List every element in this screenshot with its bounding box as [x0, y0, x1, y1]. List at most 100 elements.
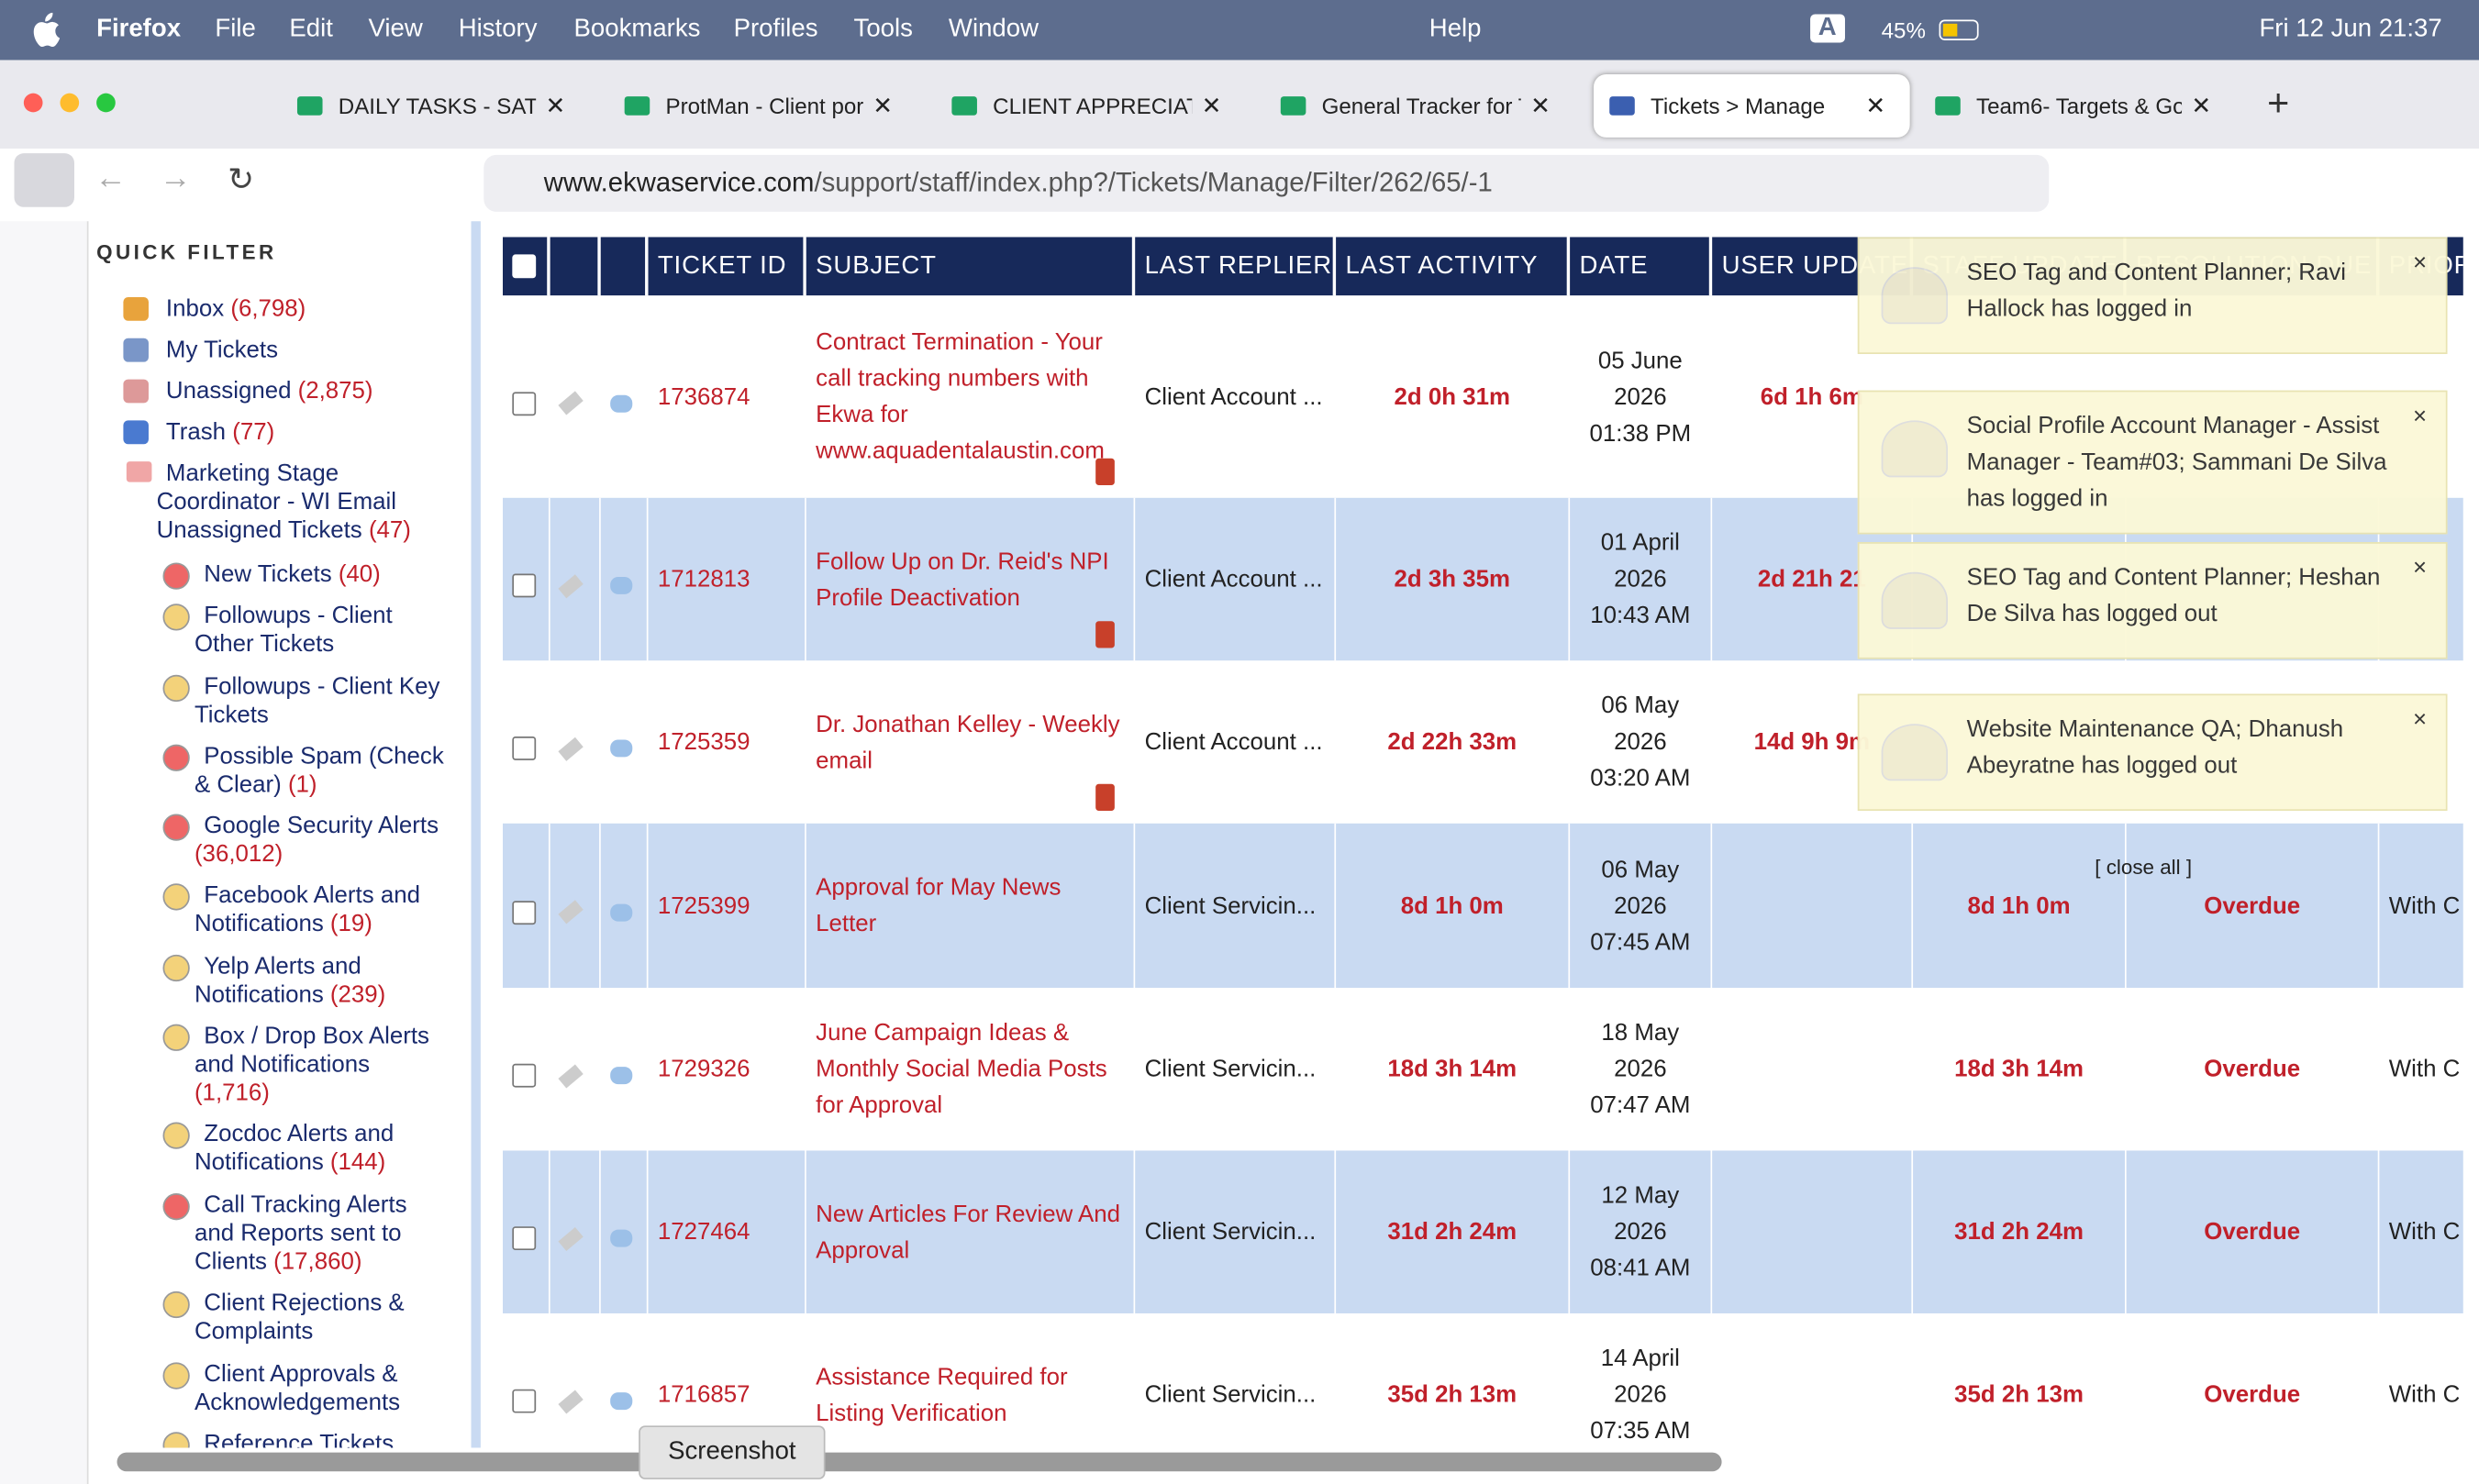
tab[interactable]: Tickets > Manage ✕: [1593, 73, 1910, 138]
filter-item[interactable]: Facebook Alerts and Notifications (19): [195, 882, 448, 939]
app-name[interactable]: Firefox: [96, 16, 182, 43]
clock[interactable]: Fri 12 Jun 21:37: [2259, 16, 2442, 43]
filter-item[interactable]: New Tickets (40): [195, 561, 448, 590]
filter-item[interactable]: Yelp Alerts and Notifications (239): [195, 953, 448, 1010]
menu-item[interactable]: History: [458, 16, 538, 43]
tab-close[interactable]: ✕: [1201, 93, 1222, 120]
row-checkbox[interactable]: [512, 900, 537, 925]
ticket-subject[interactable]: Assistance Required for Listing Verifica…: [816, 1363, 1068, 1427]
preview-icon[interactable]: [610, 903, 633, 921]
notification-close[interactable]: ×: [2413, 706, 2428, 734]
notification-close[interactable]: ×: [2413, 554, 2428, 582]
ticket-id[interactable]: 1716857: [657, 1381, 750, 1409]
ticket-subject[interactable]: Follow Up on Dr. Reid's NPI Profile Deac…: [816, 548, 1109, 612]
new-tab-button[interactable]: +: [2267, 82, 2290, 126]
preview-icon[interactable]: [610, 393, 633, 412]
column-header[interactable]: DATE: [1579, 252, 1649, 281]
filter-item[interactable]: Box / Drop Box Alerts and Notifications …: [195, 1023, 448, 1108]
filter-item[interactable]: Call Tracking Alerts and Reports sent to…: [195, 1191, 448, 1277]
column-header[interactable]: SUBJECT: [816, 252, 937, 281]
ticket-subject[interactable]: Dr. Jonathan Kelley - Weekly email: [816, 710, 1120, 774]
filter-group[interactable]: Marketing Stage Coordinator - WI Email U…: [157, 460, 450, 545]
staff-update: 8d 1h 0m: [1967, 892, 2071, 920]
filter-item[interactable]: Followups - Client Key Tickets: [195, 673, 448, 730]
edit-icon[interactable]: [558, 573, 584, 598]
preview-icon[interactable]: [610, 1067, 633, 1085]
edit-icon[interactable]: [558, 1063, 584, 1088]
filter-item[interactable]: Trash (77): [166, 419, 450, 448]
filter-item[interactable]: Client Approvals & Acknowledgements: [195, 1361, 448, 1418]
edit-icon[interactable]: [558, 1389, 584, 1413]
menu-item[interactable]: Bookmarks: [573, 16, 701, 43]
ticket-id[interactable]: 1729326: [657, 1056, 750, 1083]
filter-count: (77): [232, 418, 275, 446]
menu-item[interactable]: Window: [948, 16, 1039, 43]
column-header[interactable]: LAST REPLIER: [1144, 252, 1333, 281]
row-checkbox[interactable]: [512, 1226, 537, 1251]
menu-item[interactable]: Tools: [853, 16, 913, 43]
column-header[interactable]: LAST ACTIVITY: [1345, 252, 1539, 281]
filter-item[interactable]: Inbox (6,798): [166, 295, 450, 324]
row-checkbox[interactable]: [512, 736, 537, 760]
ticket-subject[interactable]: June Campaign Ideas & Monthly Social Med…: [816, 1019, 1107, 1120]
menu-item[interactable]: File: [215, 16, 256, 43]
row-checkbox[interactable]: [512, 573, 537, 598]
row-checkbox[interactable]: [512, 1389, 537, 1413]
tab-icon: [1280, 96, 1306, 116]
forward-button[interactable]: →: [160, 161, 192, 196]
ticket-subject[interactable]: Contract Termination - Your call trackin…: [816, 328, 1105, 465]
input-source[interactable]: A: [1810, 14, 1845, 43]
row-checkbox[interactable]: [512, 391, 537, 415]
tab[interactable]: DAILY TASKS - SATHYA ✕: [282, 74, 590, 138]
tab[interactable]: CLIENT APPRECIATION ✕: [936, 74, 1246, 138]
ticket-id[interactable]: 1712813: [657, 565, 750, 593]
help-menu[interactable]: Help: [1428, 16, 1482, 43]
ticket-id[interactable]: 1727464: [657, 1218, 750, 1246]
ticket-id[interactable]: 1725399: [657, 892, 750, 920]
reload-button[interactable]: ↻: [228, 162, 255, 198]
filter-item[interactable]: My Tickets: [166, 337, 450, 365]
menu-item[interactable]: Edit: [289, 16, 333, 43]
tab[interactable]: ProtMan - Client portfo ✕: [608, 74, 917, 138]
preview-icon[interactable]: [610, 739, 633, 758]
filter-item[interactable]: Unassigned (2,875): [166, 378, 450, 406]
filter-item[interactable]: Google Security Alerts (36,012): [195, 813, 448, 869]
tab-close[interactable]: ✕: [873, 93, 893, 120]
tab[interactable]: Team6- Targets & Goal ✕: [1919, 74, 2236, 138]
tab-close[interactable]: ✕: [545, 93, 566, 120]
preview-icon[interactable]: [610, 1229, 633, 1247]
edit-icon[interactable]: [558, 900, 584, 925]
preview-icon[interactable]: [610, 1392, 633, 1411]
ticket-id[interactable]: 1725359: [657, 728, 750, 756]
filter-item[interactable]: Reference Tickets: [195, 1431, 448, 1448]
back-button[interactable]: ←: [94, 161, 127, 196]
preview-icon[interactable]: [610, 576, 633, 594]
ticket-subject[interactable]: Approval for May News Letter: [816, 873, 1062, 937]
select-all-checkbox[interactable]: [512, 254, 537, 279]
notification-close[interactable]: ×: [2413, 249, 2428, 277]
address-bar[interactable]: www.ekwaservice.com/support/staff/index.…: [484, 154, 2050, 212]
close-all-link[interactable]: [ close all ]: [2095, 855, 2193, 880]
horizontal-scrollbar[interactable]: [117, 1452, 1722, 1472]
tab-close[interactable]: ✕: [2191, 93, 2212, 120]
sidebar-toggle[interactable]: [14, 153, 74, 207]
column-header[interactable]: TICKET ID: [657, 252, 787, 281]
menu-item[interactable]: Profiles: [733, 16, 818, 43]
ticket-subject[interactable]: New Articles For Review And Approval: [816, 1200, 1121, 1264]
filter-item[interactable]: Followups - Client Other Tickets: [195, 603, 448, 659]
tab-close[interactable]: ✕: [1865, 93, 1886, 120]
filter-item[interactable]: Possible Spam (Check & Clear) (1): [195, 743, 448, 800]
tab-close[interactable]: ✕: [1530, 93, 1551, 120]
flag-icon: [1095, 621, 1115, 648]
edit-icon[interactable]: [558, 391, 584, 415]
tab[interactable]: General Tracker for Tea ✕: [1265, 74, 1575, 138]
row-checkbox[interactable]: [512, 1063, 537, 1088]
menu-item[interactable]: View: [368, 16, 423, 43]
filter-item[interactable]: Client Rejections & Complaints: [195, 1290, 448, 1346]
status-dot: [162, 1122, 190, 1149]
edit-icon[interactable]: [558, 736, 584, 760]
notification-close[interactable]: ×: [2413, 403, 2428, 430]
edit-icon[interactable]: [558, 1226, 584, 1251]
filter-item[interactable]: Zocdoc Alerts and Notifications (144): [195, 1121, 448, 1178]
ticket-id[interactable]: 1736874: [657, 382, 750, 411]
